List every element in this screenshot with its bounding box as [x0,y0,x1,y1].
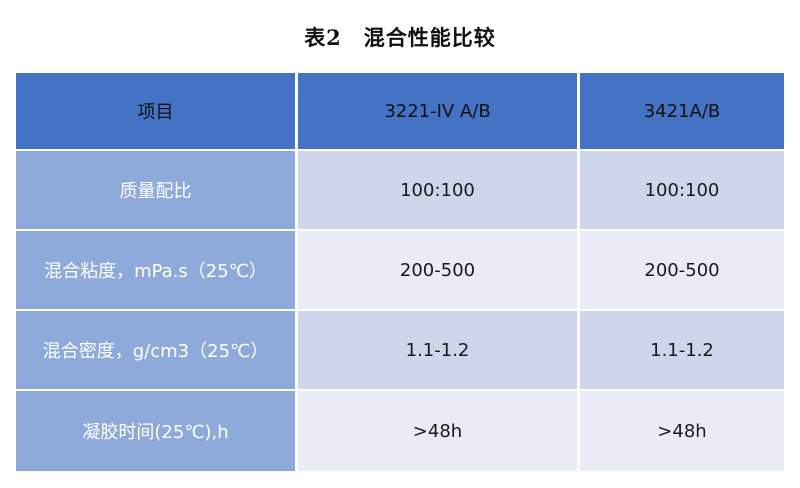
row-label-viscosity: 混合粘度，mPa.s（25℃） [16,231,295,309]
table-cell: 1.1-1.2 [298,311,577,389]
table-cell: 100:100 [580,151,784,229]
comparison-table: 项目 3221-IV A/B 3421A/B 质量配比 100:100 100:… [16,73,784,471]
header-cell-3221-iv: 3221-IV A/B [298,73,577,149]
table-cell: >48h [298,391,577,471]
row-label-gel-time: 凝胶时间(25℃),h [16,391,295,471]
table-cell: 100:100 [298,151,577,229]
table-cell: 1.1-1.2 [580,311,784,389]
header-cell-3421: 3421A/B [580,73,784,149]
row-label-mass-ratio: 质量配比 [16,151,295,229]
table-cell: >48h [580,391,784,471]
table-title: 表2 混合性能比较 [304,25,496,50]
row-label-density: 混合密度，g/cm3（25℃） [16,311,295,389]
table-cell: 200-500 [580,231,784,309]
header-cell-item: 项目 [16,73,295,149]
table-cell: 200-500 [298,231,577,309]
